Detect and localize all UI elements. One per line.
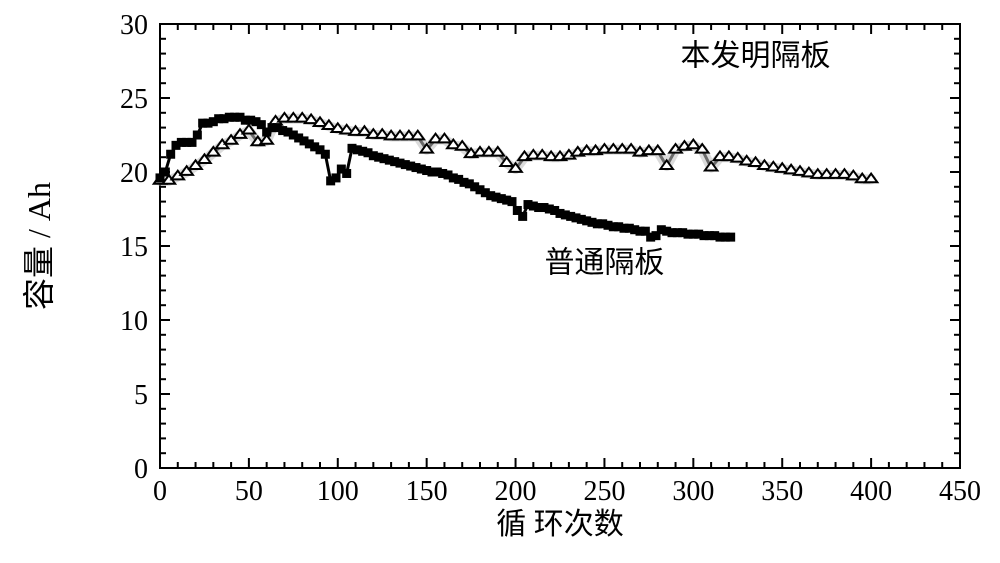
x-tick-label: 100 — [317, 476, 359, 507]
x-tick-label: 250 — [583, 476, 625, 507]
x-tick-label: 450 — [939, 476, 981, 507]
y-tick-label: 15 — [120, 232, 148, 263]
annotation-label: 本发明隔板 — [681, 39, 831, 72]
annotation-label: 普通隔板 — [544, 247, 664, 280]
x-tick-label: 400 — [850, 476, 892, 507]
y-tick-label: 25 — [120, 84, 148, 115]
x-axis-label: 循 环次数 — [496, 508, 624, 541]
x-tick-label: 300 — [672, 476, 714, 507]
x-tick-label: 150 — [406, 476, 448, 507]
capacity-cycle-chart: 0 50 100 150 200 250 300 350 400 450 循 环次数 0 5 10 15 20… — [0, 0, 1000, 563]
x-tick-label: 50 — [235, 476, 263, 507]
y-tick-label: 30 — [120, 10, 148, 41]
y-tick-label: 10 — [120, 306, 148, 337]
x-tick-label: 200 — [495, 476, 537, 507]
x-tick-label: 350 — [761, 476, 803, 507]
x-tick-label: 0 — [153, 476, 167, 507]
y-tick-label: 0 — [134, 454, 148, 485]
y-tick-label: 20 — [120, 158, 148, 189]
y-tick-label: 5 — [134, 380, 148, 411]
y-axis-label: 容量 / Ah — [21, 182, 57, 310]
